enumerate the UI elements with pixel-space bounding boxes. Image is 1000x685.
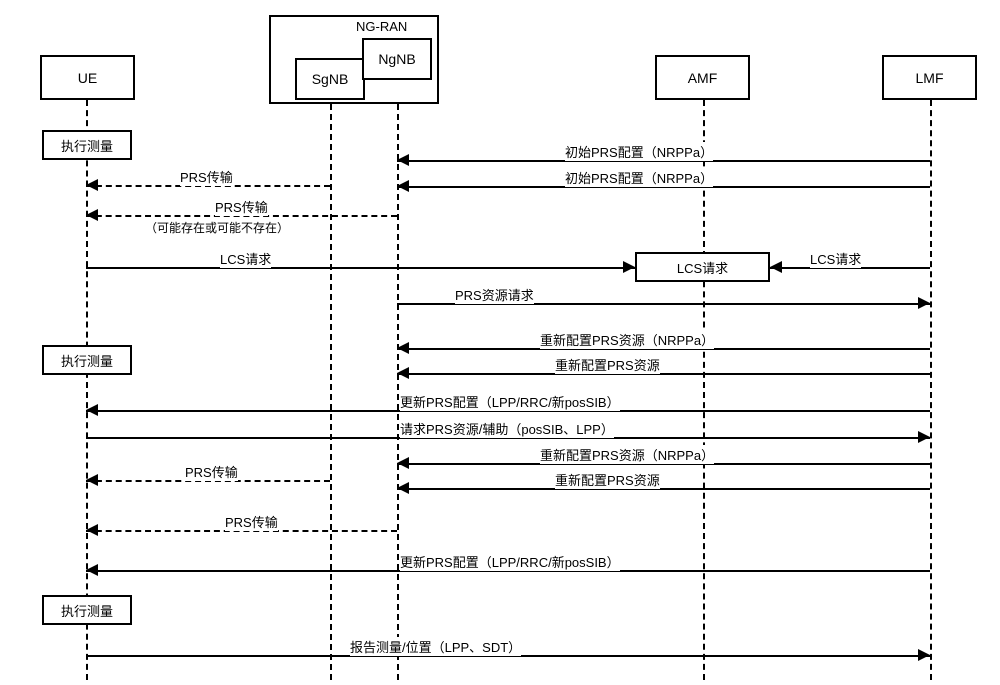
entity-ue: UE (40, 55, 135, 100)
arrow-report-head (918, 649, 930, 661)
action-measure-2: 执行测量 (42, 345, 132, 375)
arrow-prs-tx1-label: PRS传输 (180, 167, 233, 186)
arrow-req-prs-aid-head (918, 431, 930, 443)
arrow-recfg-prs1-head (397, 342, 409, 354)
arrow-recfg-prs1-label: 重新配置PRS资源（NRPPa） (540, 330, 714, 349)
action-measure-1: 执行测量 (42, 130, 132, 160)
entity-amf: AMF (655, 55, 750, 100)
arrow-upd-prs1-head (86, 404, 98, 416)
arrow-recfg-prs4 (397, 488, 930, 490)
arrow-prs-res-req-label: PRS资源请求 (455, 285, 534, 304)
arrow-prs-tx4-head (86, 524, 98, 536)
arrow-lcs-req-ue (86, 267, 635, 269)
entity-ngnb: NgNB (362, 38, 432, 80)
arrow-recfg-prs3-label: 重新配置PRS资源（NRPPa） (540, 445, 714, 464)
arrow-prs-res-req-head (918, 297, 930, 309)
entity-lmf: LMF (882, 55, 977, 100)
action-measure-3-label: 执行测量 (61, 601, 113, 620)
action-measure-1-label: 执行测量 (61, 136, 113, 155)
arrow-lcs-req-lmf-label: LCS请求 (810, 249, 861, 268)
arrow-recfg-prs3-head (397, 457, 409, 469)
arrow-prs-tx4-label: PRS传输 (225, 512, 278, 531)
arrow-init-prs2-label: 初始PRS配置（NRPPa） (565, 168, 713, 187)
entity-lmf-label: LMF (916, 70, 944, 86)
arrow-recfg-prs2 (397, 373, 930, 375)
sequence-diagram: UE NG-RAN SgNB NgNB AMF LMF 执行测量 LCS请求 执… (0, 0, 1000, 685)
arrow-lcs-req-lmf-head (770, 261, 782, 273)
arrow-prs-tx2-sublabel: （可能存在或可能不存在） (145, 219, 289, 236)
entity-ue-label: UE (78, 70, 97, 86)
entity-ngnb-label: NgNB (378, 51, 415, 67)
arrow-recfg-prs4-label: 重新配置PRS资源 (555, 470, 660, 489)
arrow-recfg-prs2-head (397, 367, 409, 379)
arrow-prs-tx2-head (86, 209, 98, 221)
arrow-req-prs-aid-label: 请求PRS资源/辅助（posSIB、LPP） (400, 419, 614, 438)
arrow-lcs-req-ue-head (623, 261, 635, 273)
entity-sgnb: SgNB (295, 58, 365, 100)
arrow-init-prs1-head (397, 154, 409, 166)
arrow-prs-tx3-label: PRS传输 (185, 462, 238, 481)
arrow-init-prs2-head (397, 180, 409, 192)
arrow-lcs-req-ue-label: LCS请求 (220, 249, 271, 268)
action-lcs-request-label: LCS请求 (677, 258, 728, 277)
arrow-init-prs1-label: 初始PRS配置（NRPPa） (565, 142, 713, 161)
arrow-upd-prs1-label: 更新PRS配置（LPP/RRC/新posSIB） (400, 392, 620, 411)
arrow-recfg-prs4-head (397, 482, 409, 494)
arrow-prs-tx1-head (86, 179, 98, 191)
arrow-prs-tx3-head (86, 474, 98, 486)
action-measure-2-label: 执行测量 (61, 351, 113, 370)
lifeline-lmf (930, 100, 932, 680)
entity-sgnb-label: SgNB (312, 71, 349, 87)
arrow-upd-prs2-label: 更新PRS配置（LPP/RRC/新posSIB） (400, 552, 620, 571)
action-measure-3: 执行测量 (42, 595, 132, 625)
entity-ngran-label: NG-RAN (356, 19, 407, 34)
arrow-prs-tx2-label: PRS传输 (215, 197, 268, 216)
action-lcs-request: LCS请求 (635, 252, 770, 282)
entity-amf-label: AMF (688, 70, 718, 86)
arrow-upd-prs2-head (86, 564, 98, 576)
arrow-recfg-prs2-label: 重新配置PRS资源 (555, 355, 660, 374)
arrow-report-label: 报告测量/位置（LPP、SDT） (350, 637, 521, 656)
lifeline-sgnb (330, 104, 332, 680)
